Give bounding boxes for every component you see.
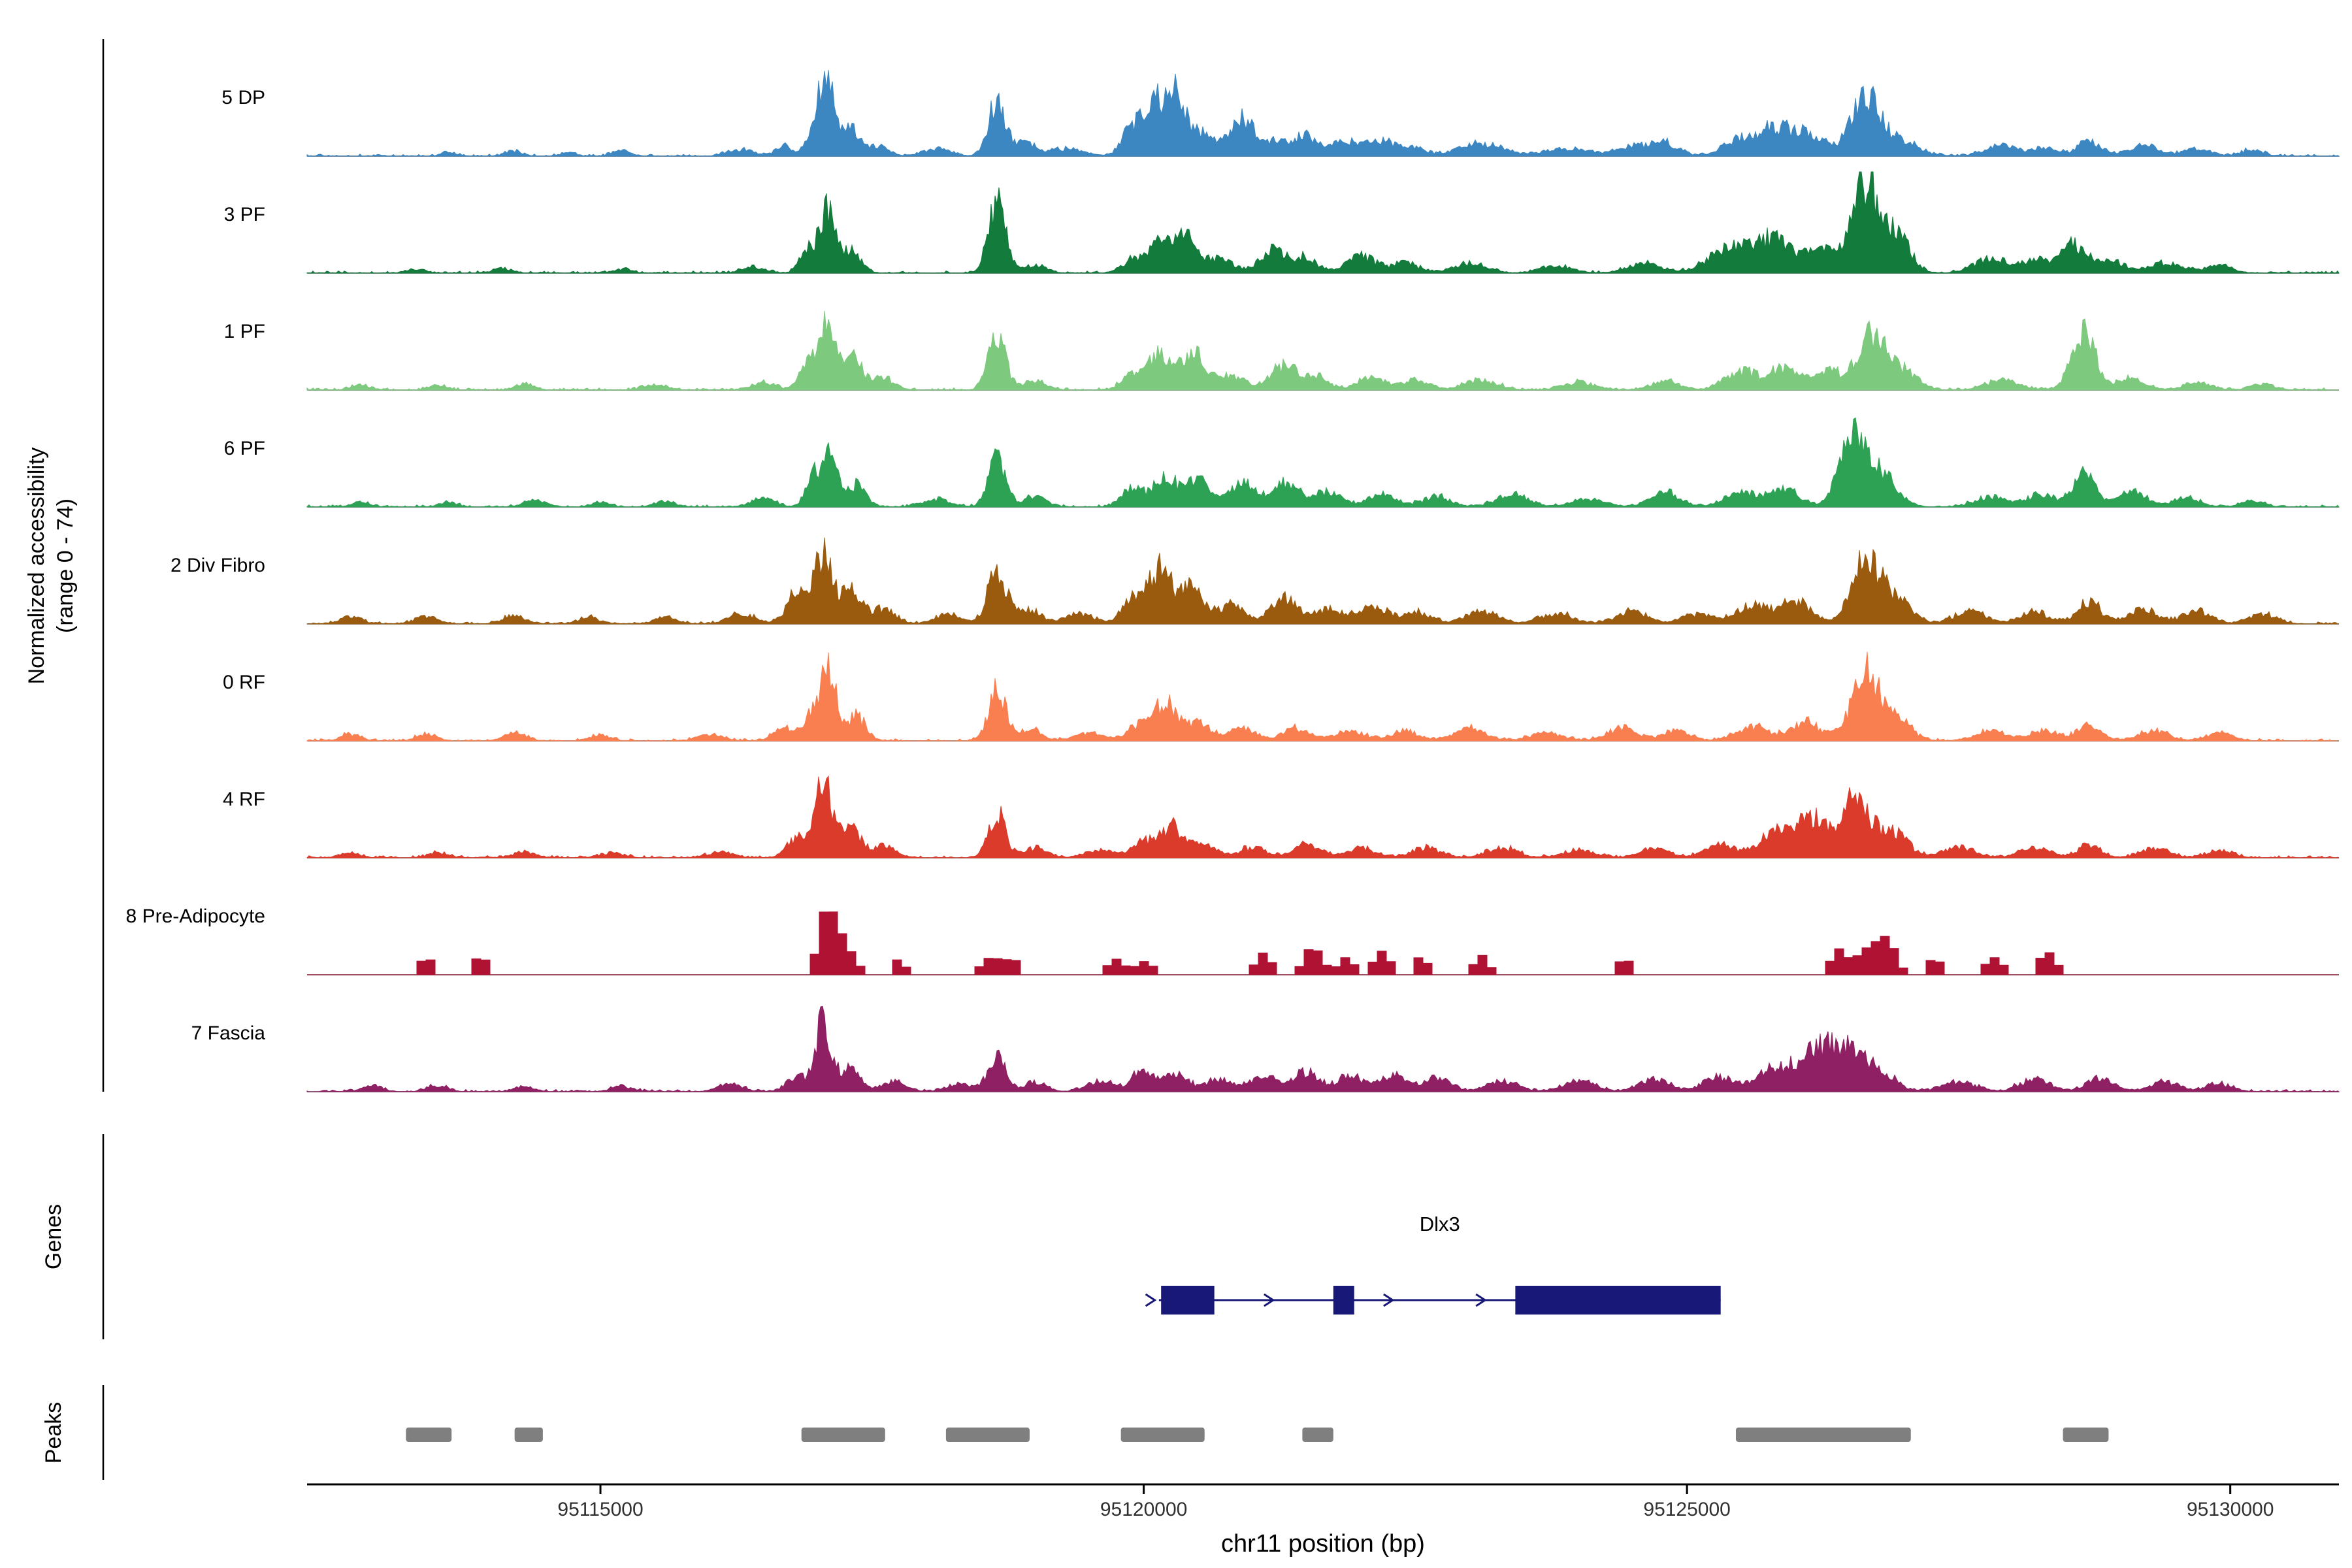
track-label-1-pf: 1 PF: [223, 320, 265, 342]
gene-label-dlx3: Dlx3: [1419, 1213, 1460, 1235]
x-tick-1: 95120000: [1100, 1499, 1188, 1520]
peaks-section-label: Peaks: [41, 1401, 66, 1464]
track-label-3-pf: 3 PF: [223, 203, 265, 225]
x-tick-3: 95130000: [2186, 1499, 2274, 1520]
track-label-2-div-fibro: 2 Div Fibro: [170, 554, 265, 576]
track-label-5-dp: 5 DP: [221, 86, 265, 108]
x-axis-title: chr11 position (bp): [1221, 1530, 1425, 1558]
x-tick-2: 95125000: [1643, 1499, 1731, 1520]
track-label-6-pf: 6 PF: [223, 437, 265, 459]
track-label-7-fascia: 7 Fascia: [191, 1022, 265, 1044]
x-tick-0: 95115000: [557, 1499, 644, 1520]
track-label-column: 5 DP 3 PF 1 PF 6 PF 2 Div Fibro 0 RF 4 R…: [0, 39, 274, 1092]
track-label-0-rf: 0 RF: [222, 671, 265, 693]
genes-section-label: Genes: [41, 1203, 66, 1270]
track-label-4-rf: 4 RF: [222, 788, 265, 810]
track-label-8-pre-adipocyte: 8 Pre-Adipocyte: [125, 905, 265, 927]
